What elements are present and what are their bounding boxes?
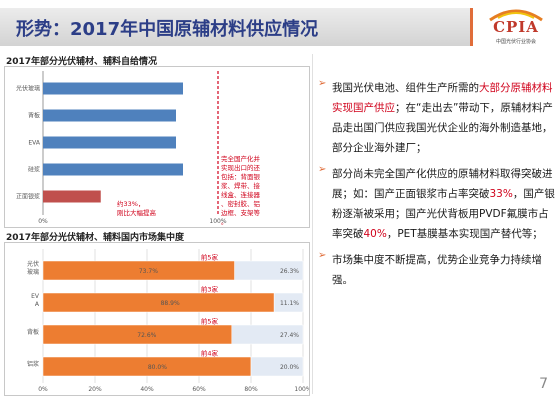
chart2-x-tick: 0% bbox=[38, 386, 48, 393]
chart1-x-tick: 100% bbox=[209, 218, 226, 225]
logo-arc-icon bbox=[489, 9, 543, 22]
bullet-1-highlight: 大部分原辅材料实现国产供应 bbox=[332, 82, 553, 114]
chart1-box: 约33%，刚比大幅提高 完全国产化并实现出口的还包括：背面银浆、焊带、接线盒、连… bbox=[4, 66, 310, 228]
chart2-category-label: EV bbox=[31, 293, 40, 300]
chart1-category-label: 光伏玻璃 bbox=[16, 85, 40, 93]
bullet-item: ➢ 部分尚未完全国产化供应的原辅材料取得突破进展；如：国产正面银浆市占率突破33… bbox=[318, 164, 556, 244]
chart1-bar bbox=[43, 109, 176, 122]
bullet-3-seg-1: 市场集中度不断提高，优势企业竞争力持续增强。 bbox=[332, 254, 542, 286]
arrow-bullet-icon: ➢ bbox=[318, 250, 327, 261]
bullet-list: ➢ 我国光伏电池、组件生产所需的大部分原辅材料实现国产供应；在“走出去”带动下，… bbox=[318, 78, 556, 296]
chart2-group-label: 前5家 bbox=[201, 317, 219, 326]
bullet-2-seg-5: ，PET基膜基本实现国产替代等； bbox=[386, 228, 543, 240]
chart2-bar-segment bbox=[42, 292, 275, 313]
chart1-svg: 约33%，刚比大幅提高 完全国产化并实现出口的还包括：背面银浆、焊带、接线盒、连… bbox=[16, 71, 261, 226]
chart2-group-label: 前4家 bbox=[201, 349, 219, 358]
bullet-text: 市场集中度不断提高，优势企业竞争力持续增强。 bbox=[332, 250, 556, 290]
chart2-x-tick: 100% bbox=[294, 386, 309, 393]
chart1-title: 2017年部分光伏辅材、辅料自给情况 bbox=[6, 57, 158, 67]
chart2-bar-segment bbox=[273, 292, 304, 313]
page-title: 形势：2017年中国原辅材料供应情况 bbox=[16, 19, 319, 40]
logo-text: CPIA bbox=[493, 18, 539, 36]
chart1-note-bar: 约33%，刚比大幅提高 bbox=[117, 199, 157, 217]
chart2-bar-segment bbox=[250, 356, 304, 377]
chart2-bar-segment bbox=[231, 324, 304, 345]
chart2-data-label: 27.4% bbox=[280, 332, 299, 339]
chart1-category-label: 硅浆 bbox=[28, 166, 40, 174]
bullet-text: 我国光伏电池、组件生产所需的大部分原辅材料实现国产供应；在“走出去”带动下，原辅… bbox=[332, 78, 556, 158]
chart2-x-tick: 80% bbox=[244, 386, 258, 393]
chart2-data-label: 26.3% bbox=[280, 268, 299, 275]
chart2-category-label: 铝浆 bbox=[27, 360, 39, 368]
bullet-1-seg-1: 我国光伏电池、组件生产所需的 bbox=[332, 82, 479, 94]
chart2-category-label: 背板 bbox=[27, 328, 39, 336]
chart2-data-label: 80.0% bbox=[148, 364, 167, 371]
chart2-svg: 0%20%40%60%80%100%73.7%26.3%前5家光伏玻璃88.9%… bbox=[27, 249, 312, 393]
chart1-category-label: 正面银浆 bbox=[16, 193, 40, 201]
bullet-2-seg-3: ，国产银粉逐渐被采用；国产光伏背板用PVDF氟膜市占率突破 bbox=[332, 188, 555, 240]
bullet-1-seg-3: ；在“走出去”带动下，原辅材料产品走出国门供应我国光伏企业的海外制造基地，部分企… bbox=[332, 102, 553, 154]
arrow-bullet-icon: ➢ bbox=[318, 78, 327, 89]
cpia-logo: CPIA 中国光伏行业协会 bbox=[476, 4, 556, 48]
chart2-data-label: 72.6% bbox=[137, 332, 156, 339]
chart2-category-label: A bbox=[35, 301, 40, 308]
chart1-note-red: 完全国产化并实现出口的还包括：背面银浆、焊带、接线盒、连接器、密封胶、铝边框、支… bbox=[221, 154, 261, 226]
chart2-group-label: 前3家 bbox=[201, 285, 219, 294]
chart2-group-label: 前5家 bbox=[201, 253, 219, 262]
bullet-text: 部分尚未完全国产化供应的原辅材料取得突破进展；如：国产正面银浆市占率突破33%，… bbox=[332, 164, 556, 244]
chart2-x-tick: 40% bbox=[140, 386, 154, 393]
logo-subtitle: 中国光伏行业协会 bbox=[495, 39, 536, 45]
bullet-2-highlight-2: 40% bbox=[363, 228, 387, 240]
chart1-bar bbox=[43, 163, 183, 176]
chart1-bar bbox=[43, 82, 183, 95]
title-bar: 形势：2017年中国原辅材料供应情况 bbox=[0, 8, 473, 46]
chart2-data-label: 88.9% bbox=[161, 300, 180, 307]
chart2-data-label: 20.0% bbox=[280, 364, 299, 371]
chart1-bar bbox=[43, 136, 176, 149]
chart1-category-label: EVA bbox=[28, 140, 41, 147]
arrow-bullet-icon: ➢ bbox=[318, 164, 327, 175]
vertical-divider bbox=[312, 54, 313, 394]
chart1-x-tick: 0% bbox=[38, 218, 48, 225]
chart2-title: 2017年部分光伏辅材、辅料国内市场集中度 bbox=[6, 233, 185, 243]
bullet-item: ➢ 市场集中度不断提高，优势企业竞争力持续增强。 bbox=[318, 250, 556, 290]
chart1-bar bbox=[43, 190, 101, 203]
chart2-data-label: 73.7% bbox=[139, 268, 158, 275]
chart2-x-tick: 60% bbox=[192, 386, 206, 393]
chart2-x-tick: 20% bbox=[88, 386, 102, 393]
chart2-category-label: 光伏 bbox=[27, 260, 39, 268]
chart1-category-label: 背板 bbox=[28, 112, 40, 120]
chart2-box: 0%20%40%60%80%100%73.7%26.3%前5家光伏玻璃88.9%… bbox=[4, 242, 312, 396]
page-number: 7 bbox=[539, 376, 548, 392]
bullet-2-highlight-1: 33% bbox=[489, 188, 513, 200]
bullet-item: ➢ 我国光伏电池、组件生产所需的大部分原辅材料实现国产供应；在“走出去”带动下，… bbox=[318, 78, 556, 158]
chart2-bar-segment bbox=[234, 260, 304, 281]
chart2-data-label: 11.1% bbox=[280, 300, 299, 307]
chart2-category-label: 玻璃 bbox=[27, 268, 39, 276]
bullet-2-seg-1: 部分尚未完全国产化供应的原辅材料取得突破进展；如：国产正面银浆市占率突破 bbox=[332, 168, 553, 200]
